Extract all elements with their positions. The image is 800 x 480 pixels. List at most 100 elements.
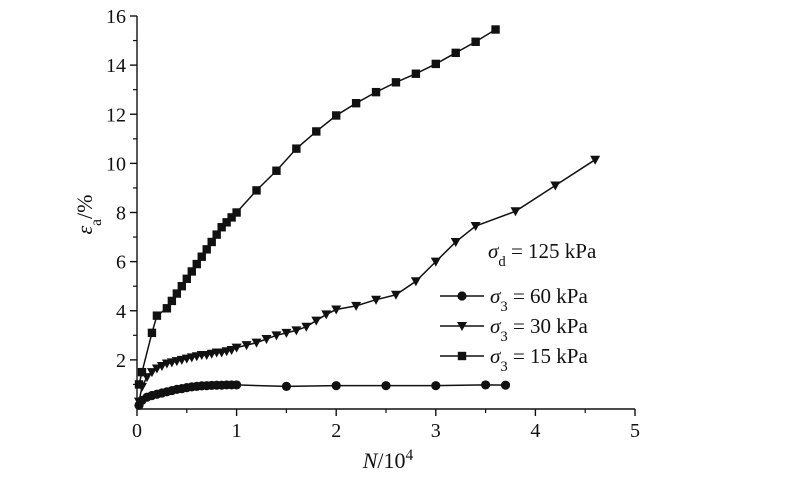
y-tick-label: 16 <box>106 6 126 28</box>
data-point <box>351 98 361 108</box>
data-point <box>457 322 467 331</box>
data-point <box>430 257 441 267</box>
data-point <box>272 166 281 175</box>
data-point <box>137 367 147 377</box>
data-point <box>331 305 342 315</box>
data-point <box>134 380 144 389</box>
data-point <box>197 252 206 261</box>
data-point <box>481 380 491 390</box>
data-point <box>550 181 561 191</box>
legend-item: σ3 = 15 kPa <box>440 344 588 375</box>
data-point <box>410 277 421 287</box>
y-tick-label: 8 <box>116 203 126 225</box>
data-point <box>470 222 481 232</box>
y-tick-label: 4 <box>116 301 126 323</box>
y-tick-label: 12 <box>106 104 126 126</box>
data-point <box>321 310 332 320</box>
data-point <box>431 381 441 391</box>
data-point <box>351 301 362 311</box>
data-point <box>291 326 302 336</box>
series-triangle-down <box>133 155 601 407</box>
series-square <box>134 25 500 389</box>
data-point <box>457 351 467 361</box>
data-point <box>251 338 262 348</box>
data-point <box>390 290 401 300</box>
legend-item: σ3 = 60 kPa <box>440 284 588 315</box>
data-point <box>241 341 252 351</box>
y-tick-label: 14 <box>106 55 126 77</box>
x-tick-label: 5 <box>630 420 640 442</box>
data-point <box>231 343 242 353</box>
data-point <box>371 295 382 305</box>
data-point <box>212 230 221 239</box>
data-point <box>227 213 236 222</box>
series-circle <box>134 380 511 410</box>
series-layer <box>133 25 601 410</box>
data-point <box>232 208 241 217</box>
series-line <box>138 28 496 385</box>
data-point <box>133 397 144 407</box>
data-point <box>491 25 500 34</box>
y-tick-label: 2 <box>116 350 126 372</box>
y-tick-label: 6 <box>116 252 126 274</box>
data-point <box>202 245 211 254</box>
data-point <box>232 380 242 390</box>
data-point <box>152 311 162 320</box>
data-point <box>151 364 162 374</box>
data-point <box>457 291 467 301</box>
data-point <box>312 127 321 136</box>
annotation-label: σd = 125 kPa <box>488 239 597 270</box>
data-point <box>177 281 187 291</box>
data-point <box>292 144 301 153</box>
data-point <box>156 362 167 372</box>
y-tick-label: 10 <box>106 153 126 175</box>
data-point <box>222 218 231 227</box>
y-axis-title: εa/% <box>72 195 105 235</box>
data-point <box>147 328 157 338</box>
data-point <box>167 296 177 306</box>
data-point <box>411 69 421 78</box>
data-point <box>381 381 391 391</box>
legend-label: σ3 = 30 kPa <box>490 314 588 345</box>
x-axis-title: N/104 <box>362 447 414 474</box>
data-point <box>431 59 440 69</box>
legend-label: σ3 = 15 kPa <box>490 344 588 375</box>
data-point <box>192 259 201 269</box>
x-tick-label: 0 <box>132 420 142 442</box>
data-point <box>471 37 480 46</box>
data-point <box>252 186 261 195</box>
axes <box>130 15 636 416</box>
x-tick-label: 1 <box>232 420 242 442</box>
data-point <box>146 368 157 378</box>
data-point <box>281 328 292 338</box>
data-point <box>391 78 401 87</box>
data-point <box>281 381 291 392</box>
data-point <box>271 331 282 341</box>
data-point <box>217 223 226 232</box>
data-point <box>172 289 182 298</box>
x-tick-label: 3 <box>431 420 441 442</box>
data-point <box>226 346 237 356</box>
x-tick-label: 4 <box>530 420 540 442</box>
legend-label: σ3 = 60 kPa <box>490 284 588 315</box>
data-point <box>331 381 341 391</box>
data-point <box>187 267 196 276</box>
data-point <box>332 111 341 120</box>
data-point <box>207 237 216 247</box>
data-point <box>162 304 172 313</box>
data-point <box>590 155 601 165</box>
data-point <box>500 380 511 390</box>
data-point <box>371 87 381 97</box>
data-point <box>311 316 322 326</box>
data-point <box>451 48 460 58</box>
x-tick-label: 2 <box>331 420 341 442</box>
data-point <box>182 274 191 284</box>
data-point <box>261 334 272 344</box>
data-point <box>510 207 521 217</box>
data-point <box>450 237 461 247</box>
legend-item: σ3 = 30 kPa <box>440 314 588 345</box>
data-point <box>301 322 312 332</box>
